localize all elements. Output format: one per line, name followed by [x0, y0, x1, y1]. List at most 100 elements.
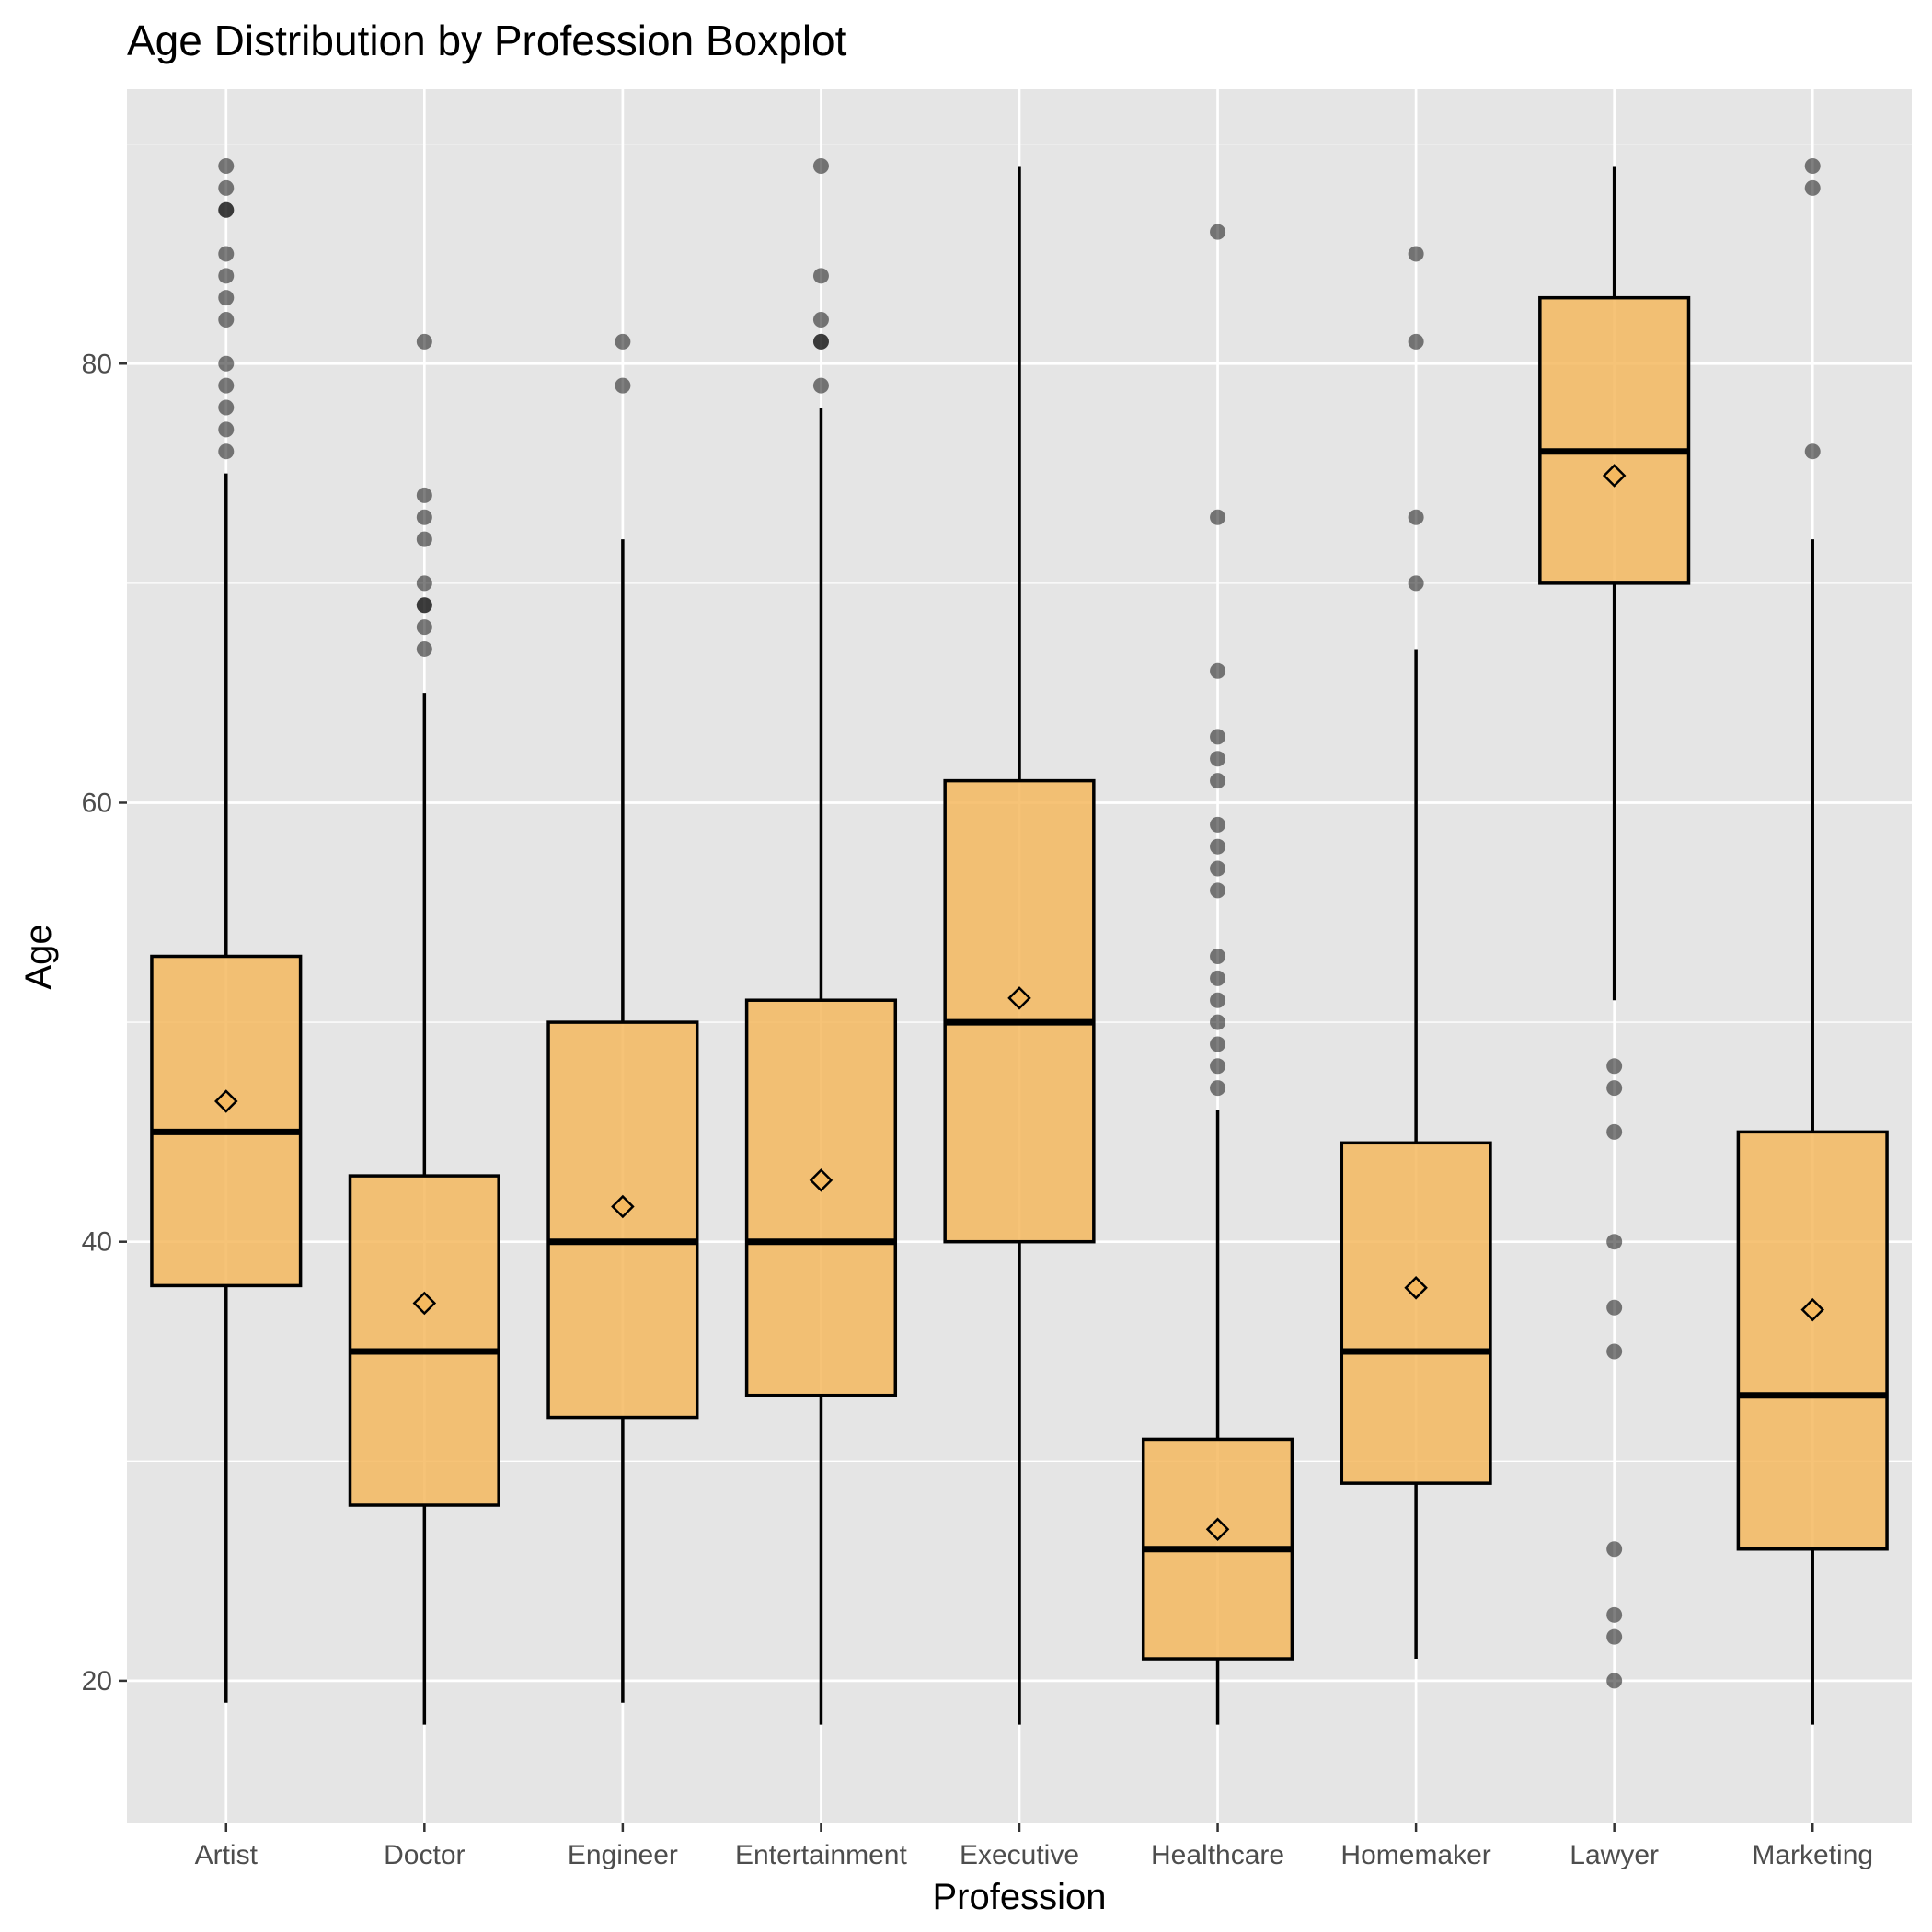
- mean-marker: [214, 1089, 238, 1113]
- outlier-point: [1606, 1234, 1623, 1250]
- mean-marker: [1602, 464, 1627, 488]
- outlier-point: [1210, 816, 1226, 833]
- chart-title: Age Distribution by Profession Boxplot: [127, 17, 847, 64]
- outlier-point: [812, 312, 829, 328]
- outlier-point: [416, 531, 432, 547]
- outlier-point: [1606, 1628, 1623, 1645]
- outlier-point: [218, 158, 235, 175]
- outlier-point: [218, 355, 235, 372]
- outlier-point: [615, 333, 631, 350]
- box-executive: [943, 166, 1096, 1725]
- mean-marker: [412, 1291, 437, 1316]
- outlier-point: [812, 268, 829, 284]
- x-tick-label: Marketing: [1752, 1840, 1873, 1870]
- iqr-box: [546, 1020, 699, 1420]
- x-axis-title: Profession: [933, 1877, 1107, 1917]
- outlier-point: [416, 509, 432, 525]
- outlier-point: [1210, 838, 1226, 855]
- mean-marker: [611, 1194, 635, 1219]
- outlier-point: [1210, 751, 1226, 767]
- box-doctor: [348, 333, 500, 1725]
- outlier-point: [1210, 970, 1226, 986]
- x-tick-label: Artist: [195, 1840, 259, 1870]
- outlier-point: [218, 399, 235, 416]
- outlier-point: [218, 268, 235, 284]
- y-axis-title: Age: [18, 924, 59, 989]
- outlier-point: [218, 443, 235, 460]
- outlier-point: [1606, 1080, 1623, 1097]
- mean-marker: [1800, 1297, 1824, 1322]
- outlier-point: [1210, 773, 1226, 789]
- outlier-point: [1804, 179, 1821, 196]
- outlier-point: [416, 575, 432, 592]
- outlier-point: [218, 421, 235, 438]
- outlier-point: [1804, 443, 1821, 460]
- box-homemaker: [1340, 246, 1492, 1660]
- iqr-box: [348, 1174, 500, 1507]
- x-tick-label: Doctor: [384, 1840, 465, 1870]
- outlier-point: [1408, 333, 1424, 350]
- outlier-point: [1606, 1299, 1623, 1316]
- outlier-point: [1408, 246, 1424, 262]
- x-tick-label: Engineer: [568, 1840, 678, 1870]
- box-entertainment: [744, 158, 898, 1725]
- x-tick-label: Entertainment: [735, 1840, 907, 1870]
- iqr-box: [1736, 1130, 1889, 1551]
- y-axis: 20 40 60 80: [82, 349, 127, 1696]
- outlier-point: [1210, 949, 1226, 964]
- x-tick-label: Executive: [960, 1840, 1079, 1870]
- outlier-point: [1210, 1080, 1226, 1097]
- box-engineer: [546, 333, 699, 1703]
- x-tick-label: Healthcare: [1151, 1840, 1284, 1870]
- outlier-point: [812, 333, 829, 350]
- outlier-point: [416, 487, 432, 503]
- outlier-point: [218, 246, 235, 262]
- iqr-box: [1340, 1141, 1492, 1485]
- mean-marker: [1007, 986, 1031, 1010]
- outlier-point: [1210, 224, 1226, 240]
- outlier-point: [416, 333, 432, 350]
- outlier-point: [1606, 1541, 1623, 1558]
- y-tick-label: 60: [82, 788, 112, 818]
- mean-marker: [1404, 1276, 1428, 1300]
- outlier-point: [1606, 1673, 1623, 1689]
- outlier-point: [1606, 1606, 1623, 1623]
- outlier-point: [416, 640, 432, 657]
- outlier-point: [1210, 860, 1226, 877]
- iqr-box: [744, 998, 898, 1397]
- iqr-box: [943, 778, 1096, 1244]
- outlier-point: [812, 158, 829, 175]
- outlier-point: [1210, 729, 1226, 745]
- outlier-point: [218, 312, 235, 328]
- boxes-layer: [150, 158, 1889, 1725]
- outlier-point: [615, 377, 631, 394]
- outlier-point: [1210, 992, 1226, 1008]
- box-lawyer: [1538, 166, 1691, 1689]
- iqr-box: [1538, 295, 1691, 585]
- outlier-point: [1210, 662, 1226, 679]
- outlier-point: [1606, 1123, 1623, 1140]
- x-tick-label: Lawyer: [1570, 1840, 1659, 1870]
- box-marketing: [1736, 158, 1889, 1725]
- outlier-point: [1408, 509, 1424, 525]
- x-tick-label: Homemaker: [1340, 1840, 1490, 1870]
- x-axis: Artist Doctor Engineer Entertainment Executi…: [195, 1823, 1873, 1870]
- outlier-point: [1210, 1036, 1226, 1052]
- outlier-point: [1606, 1343, 1623, 1360]
- outlier-point: [1606, 1058, 1623, 1075]
- outlier-point: [1408, 575, 1424, 592]
- y-tick-label: 20: [82, 1666, 112, 1696]
- outlier-point: [812, 377, 829, 394]
- outlier-point: [416, 597, 432, 614]
- outlier-point: [1210, 1058, 1226, 1075]
- outlier-point: [1210, 509, 1226, 525]
- box-healthcare: [1141, 224, 1294, 1725]
- outlier-point: [218, 290, 235, 306]
- mean-marker: [1205, 1517, 1230, 1542]
- outlier-point: [1804, 158, 1821, 175]
- y-tick-label: 80: [82, 349, 112, 379]
- outlier-point: [416, 619, 432, 636]
- outlier-point: [1210, 1014, 1226, 1030]
- outlier-point: [218, 201, 235, 218]
